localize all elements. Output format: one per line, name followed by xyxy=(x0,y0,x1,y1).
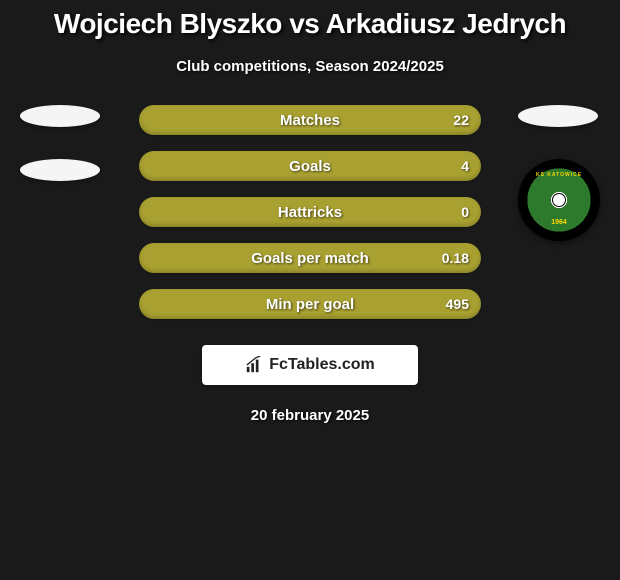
page-title: Wojciech Blyszko vs Arkadiusz Jedrych xyxy=(0,0,620,40)
stats-bars: Matches 22 Goals 4 Hattricks 0 Goals per… xyxy=(139,105,481,319)
stat-label: Hattricks xyxy=(278,204,342,221)
left-club-placeholder xyxy=(20,159,100,181)
chart-icon xyxy=(245,356,263,374)
comparison-area: KS KATOWICE 1964 Matches 22 Goals 4 Hatt… xyxy=(0,105,620,335)
club-badge-year: 1964 xyxy=(551,219,567,226)
left-player-avatar xyxy=(20,105,100,127)
stat-label: Matches xyxy=(280,112,340,129)
stat-right-value: 4 xyxy=(461,158,469,174)
stat-label: Min per goal xyxy=(266,296,354,313)
fctables-logo[interactable]: FcTables.com xyxy=(202,345,418,385)
date-text: 20 february 2025 xyxy=(0,407,620,424)
right-player-avatar xyxy=(518,105,598,127)
logo-text: FcTables.com xyxy=(269,356,375,374)
left-player-column xyxy=(20,105,100,213)
stat-right-value: 495 xyxy=(446,296,469,312)
club-badge-ball-icon xyxy=(552,193,566,207)
club-badge-name: KS KATOWICE xyxy=(536,172,582,178)
stat-right-value: 0 xyxy=(461,204,469,220)
stat-right-value: 0.18 xyxy=(442,250,469,266)
stat-bar-hattricks: Hattricks 0 xyxy=(139,197,481,227)
stat-bar-matches: Matches 22 xyxy=(139,105,481,135)
right-player-column: KS KATOWICE 1964 xyxy=(518,105,600,241)
stat-label: Goals per match xyxy=(251,250,369,267)
stat-label: Goals xyxy=(289,158,331,175)
stat-bar-goals-per-match: Goals per match 0.18 xyxy=(139,243,481,273)
stat-right-value: 22 xyxy=(453,112,469,128)
right-club-badge: KS KATOWICE 1964 xyxy=(518,159,600,241)
stat-bar-goals: Goals 4 xyxy=(139,151,481,181)
subtitle: Club competitions, Season 2024/2025 xyxy=(0,58,620,75)
stat-bar-min-per-goal: Min per goal 495 xyxy=(139,289,481,319)
club-badge-inner: KS KATOWICE 1964 xyxy=(527,168,591,232)
